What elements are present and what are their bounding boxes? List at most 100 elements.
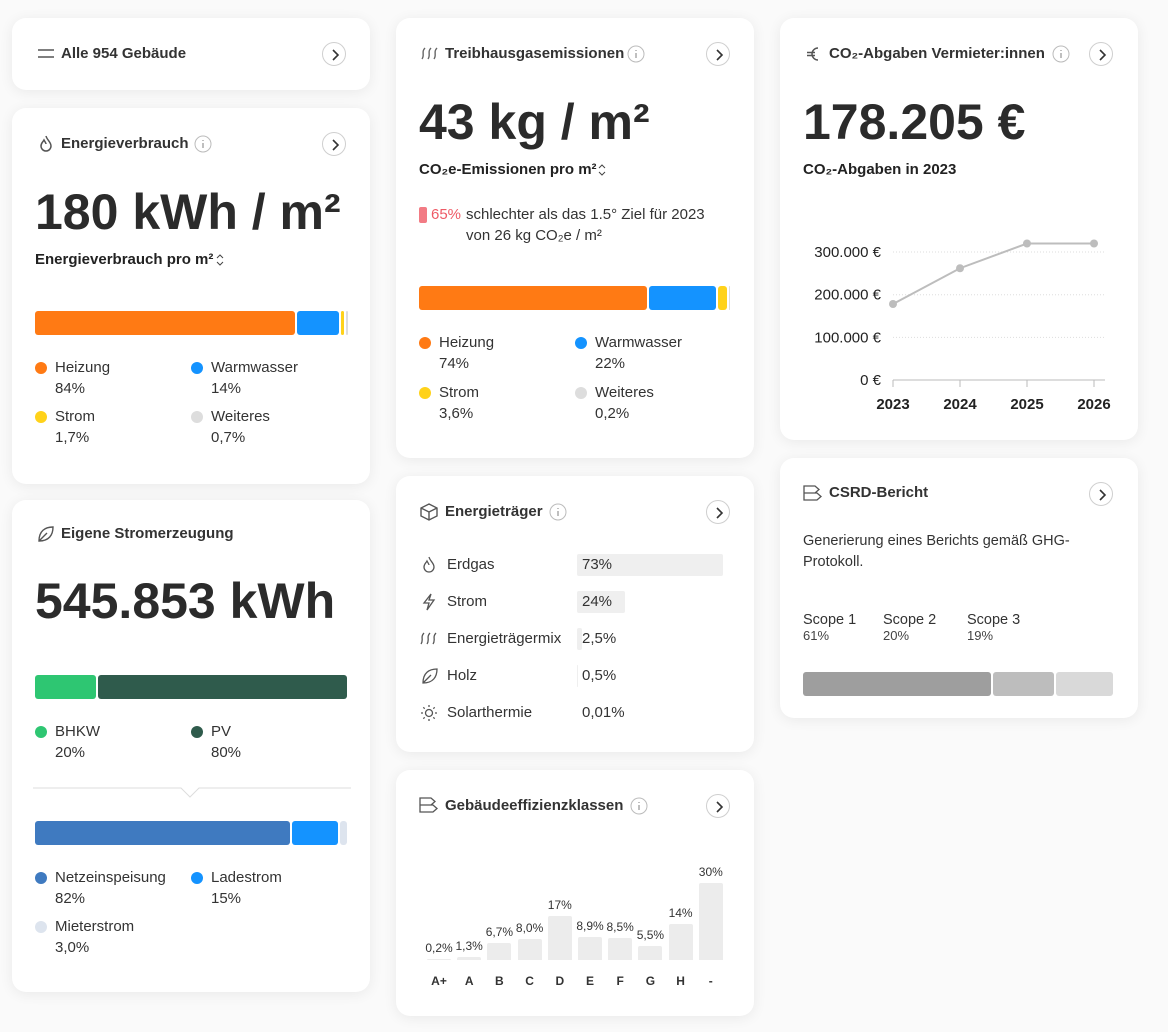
y-tick-label: 300.000 € [814, 244, 881, 261]
legend-dot [191, 872, 203, 884]
big-value: 43 kg / m² [419, 94, 650, 150]
bar-segment [993, 672, 1054, 696]
sun-icon [421, 705, 437, 721]
carrier-name: Holz [447, 667, 478, 684]
point [889, 299, 897, 308]
x-tick-label: A [464, 974, 474, 988]
card-emissions [396, 18, 754, 458]
card-title: Alle 954 Gebäude [61, 45, 187, 62]
carrier-name: Erdgas [447, 556, 495, 573]
bar-label: 30% [698, 865, 723, 879]
sort-icon[interactable] [216, 254, 224, 266]
card-efficiency [396, 770, 754, 1016]
bar [608, 938, 633, 960]
bar-label: 17% [547, 898, 572, 913]
legend-name: Mieterstrom [55, 918, 135, 935]
card-carriers [396, 476, 754, 752]
bar-segment [803, 672, 992, 696]
open-button[interactable] [706, 794, 730, 818]
chevron-icon [716, 801, 724, 813]
box-icon [420, 503, 438, 521]
share-bar [577, 554, 723, 576]
carrier-name: Energieträgermix [447, 630, 562, 647]
point [1023, 239, 1031, 248]
csrd-text: Generierung eines Berichts gemäß GHG-Pro… [803, 533, 1070, 570]
bar-segment [339, 821, 347, 845]
bar-segment [649, 286, 716, 310]
open-button[interactable] [322, 132, 346, 156]
bar [698, 883, 723, 960]
x-tick-label: - [708, 974, 713, 988]
carrier-name: Solarthermie [447, 704, 533, 721]
y-tick-label: 0 € [860, 372, 882, 389]
legend-dot [419, 387, 431, 399]
card-generation [12, 500, 370, 992]
big-value: 178.205 € [803, 94, 1026, 150]
line [892, 242, 1094, 305]
x-tick-label: 2024 [943, 396, 977, 413]
note-text: schlechter als das 1.5° Ziel für 2023 [466, 206, 705, 223]
legend-name: BHKW [55, 723, 100, 740]
open-button[interactable] [706, 500, 730, 524]
bar-segment [35, 821, 291, 845]
carrier-value: 2,5% [582, 630, 617, 647]
emission-icon [421, 47, 438, 60]
scope-value: 19% [967, 628, 994, 643]
legend-dot [575, 387, 587, 399]
legend-value: 22% [595, 355, 626, 372]
sort-icon[interactable] [598, 164, 606, 176]
legend-name: PV [211, 723, 232, 740]
open-button[interactable] [706, 42, 730, 66]
x-tick-label: H [676, 974, 685, 988]
x-tick-label: G [645, 974, 656, 988]
open-button[interactable] [1089, 42, 1113, 66]
legend-name: Strom [55, 408, 96, 425]
card-title: Energieträger [445, 503, 543, 520]
legend-dot [35, 872, 47, 884]
bar-segment [728, 286, 731, 310]
card-co2 [780, 18, 1138, 440]
legend-name: Heizung [439, 334, 495, 351]
info-icon[interactable] [1052, 45, 1070, 63]
chevron-icon [716, 49, 724, 61]
info-icon[interactable] [630, 797, 648, 815]
big-value: 180 kWh / m² [35, 184, 341, 240]
legend-name: Netzeinspeisung [55, 869, 166, 886]
info-icon[interactable] [194, 135, 212, 153]
bar-label: 5,5% [636, 927, 665, 942]
share-bar [577, 665, 578, 687]
flame-icon [423, 556, 435, 573]
card-title: CSRD-Bericht [829, 484, 929, 501]
leaf-icon [422, 668, 438, 684]
x-tick-label: B [495, 974, 504, 988]
bar-label: 6,7% [485, 924, 514, 939]
bar-label: 1,3% [455, 938, 483, 953]
bar-segment [346, 311, 348, 335]
info-icon[interactable] [549, 503, 567, 521]
scope-name: Scope 1 [803, 612, 857, 628]
legend-dot [191, 411, 203, 423]
scope-name: Scope 2 [883, 612, 937, 628]
carrier-value: 0,5% [582, 667, 617, 684]
open-button[interactable] [1089, 482, 1113, 506]
legend-dot [191, 726, 203, 738]
bar-segment [35, 675, 96, 699]
info-icon[interactable] [627, 45, 645, 63]
legend-name: Weiteres [595, 384, 654, 401]
legend-name: Weiteres [211, 408, 270, 425]
card-buildings[interactable] [12, 18, 370, 90]
carrier-value: 0,01% [582, 704, 625, 721]
legend-name: Ladestrom [211, 869, 282, 886]
card-title: CO₂-Abgaben Vermieter:innen [829, 45, 1045, 62]
legend-name: Warmwasser [595, 334, 682, 351]
legend-name: Strom [439, 384, 480, 401]
open-button[interactable] [322, 42, 346, 66]
legend-value: 0,2% [595, 405, 630, 422]
card-energy [12, 108, 370, 484]
x-tick-label: E [585, 974, 594, 988]
euro-icon [807, 47, 819, 61]
legend-value: 74% [439, 355, 470, 372]
legend-name: Heizung [55, 359, 111, 376]
legend-value: 0,7% [211, 429, 246, 446]
